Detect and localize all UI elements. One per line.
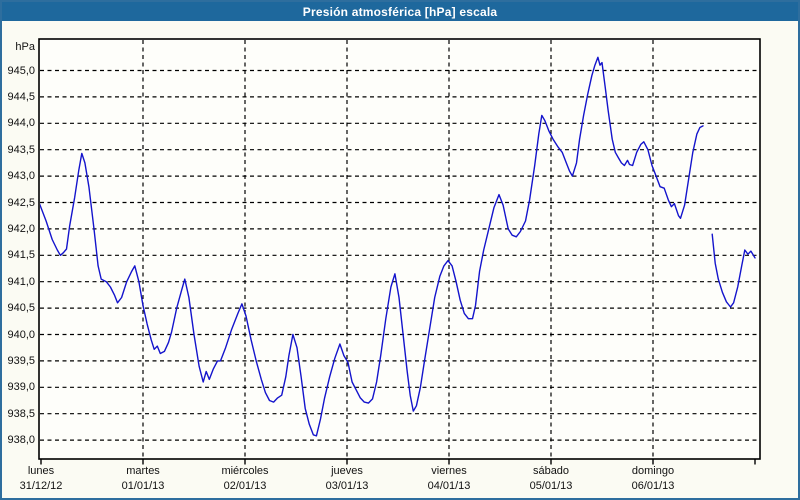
x-tick-label: lunes 31/12/12 <box>0 464 89 494</box>
day-date: 02/01/13 <box>223 480 267 492</box>
x-tick-label: miércoles 02/01/13 <box>197 464 293 494</box>
day-name: martes <box>126 465 160 477</box>
y-tick-label: 945,0 <box>7 64 35 77</box>
y-tick-label: 941,5 <box>7 249 35 262</box>
day-date: 05/01/13 <box>529 480 573 492</box>
y-tick-label: 944,0 <box>7 117 35 130</box>
plot-border <box>38 38 761 460</box>
x-tick-label: domingo 06/01/13 <box>605 464 701 494</box>
y-tick-label: 938,5 <box>7 407 35 420</box>
plot-background <box>39 39 760 459</box>
day-name: domingo <box>631 465 675 477</box>
y-tick-label: 941,0 <box>7 275 35 288</box>
day-name: lunes <box>27 465 55 477</box>
day-name: miércoles <box>221 465 269 477</box>
y-tick-label: 943,0 <box>7 170 35 183</box>
chart-title-bar: Presión atmosférica [hPa] escala <box>2 2 798 21</box>
y-tick-label: 944,5 <box>7 90 35 103</box>
day-name: viernes <box>431 465 467 477</box>
chart-title: Presión atmosférica [hPa] escala <box>302 4 498 19</box>
day-date: 01/01/13 <box>121 480 165 492</box>
y-tick-label: 943,5 <box>7 143 35 156</box>
pressure-series-segment <box>40 56 704 437</box>
y-tick-label: 939,0 <box>7 381 35 394</box>
y-tick-label: 940,5 <box>7 302 35 315</box>
y-tick-label: 942,0 <box>7 222 35 235</box>
y-tick-label: 940,0 <box>7 328 35 341</box>
day-date: 06/01/13 <box>631 480 675 492</box>
day-date: 04/01/13 <box>427 480 471 492</box>
pressure-series-segment <box>711 233 756 308</box>
x-tick-label: viernes 04/01/13 <box>401 464 497 494</box>
x-tick-label: martes 01/01/13 <box>95 464 191 494</box>
x-tick-label: jueves 03/01/13 <box>299 464 395 494</box>
day-date: 31/12/12 <box>19 480 63 492</box>
y-tick-label: 939,5 <box>7 354 35 367</box>
day-date: 03/01/13 <box>325 480 369 492</box>
y-axis-unit-label: hPa <box>15 41 35 53</box>
day-name: jueves <box>331 465 363 477</box>
day-name: sábado <box>532 465 570 477</box>
y-tick-label: 942,5 <box>7 196 35 209</box>
x-tick-label: sábado 05/01/13 <box>503 464 599 494</box>
y-tick-label: 938,0 <box>7 434 35 447</box>
